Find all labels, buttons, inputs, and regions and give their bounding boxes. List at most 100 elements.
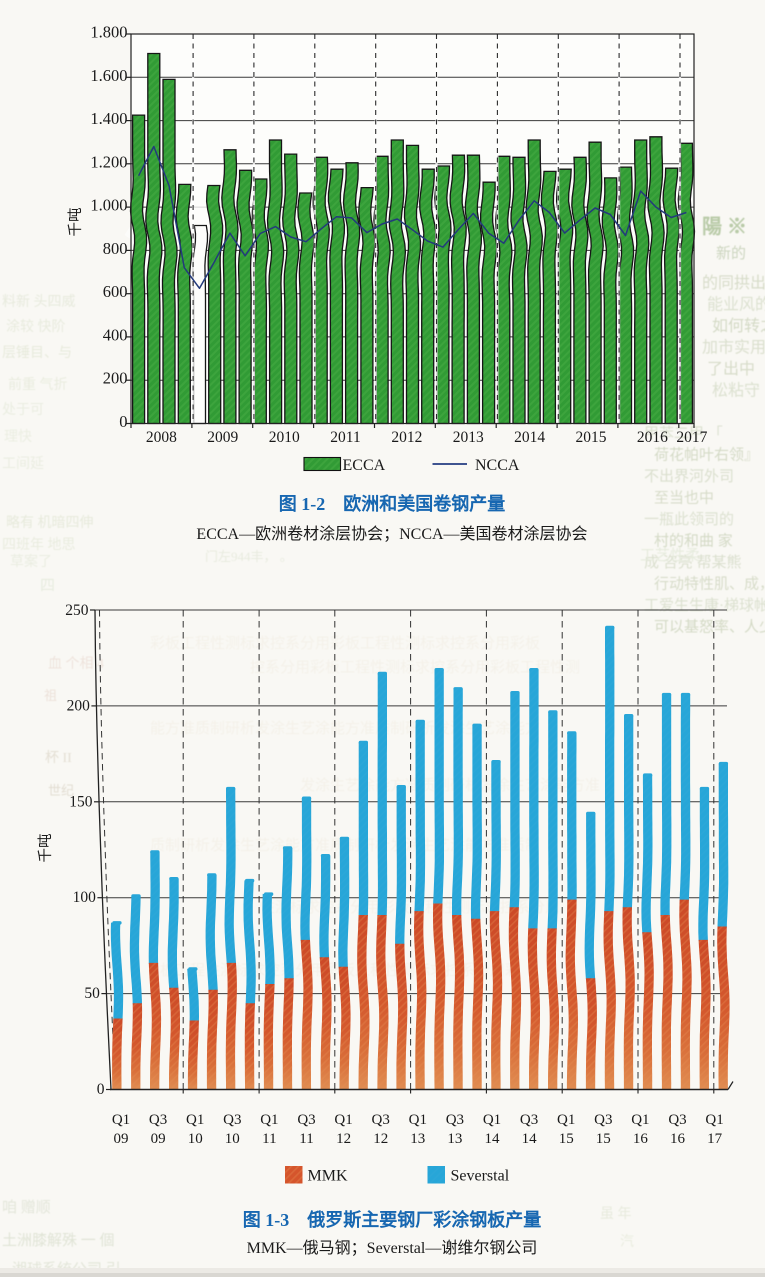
svg-text:四班年 地思: 四班年 地思: [2, 537, 76, 553]
svg-text:13: 13: [447, 1131, 462, 1147]
svg-text:如何转之: 如何转之: [712, 317, 765, 335]
svg-text:Q1: Q1: [260, 1112, 278, 1128]
svg-text:杯 II: 杯 II: [45, 750, 72, 766]
svg-text:600: 600: [103, 282, 128, 301]
svg-text:Q3: Q3: [372, 1112, 390, 1128]
svg-text:至当也中: 至当也中: [654, 490, 714, 507]
svg-text:汽: 汽: [620, 1234, 634, 1250]
svg-text:15: 15: [559, 1131, 574, 1147]
svg-text:世纪: 世纪: [48, 783, 74, 798]
svg-text:的同拱出: 的同拱出: [702, 274, 765, 292]
svg-text:MMK: MMK: [308, 1168, 348, 1185]
svg-text:16: 16: [670, 1131, 686, 1147]
svg-text:一瓶此领司的: 一瓶此领司的: [644, 511, 734, 528]
svg-text:12: 12: [336, 1131, 351, 1147]
svg-text:2013: 2013: [453, 429, 484, 446]
svg-text:料新 头四威: 料新 头四威: [2, 294, 76, 310]
svg-text:2009: 2009: [207, 429, 238, 446]
svg-text:理快: 理快: [4, 429, 32, 445]
svg-text:Q3: Q3: [149, 1112, 167, 1128]
svg-text:土洲膝解殊 一 個: 土洲膝解殊 一 個: [2, 1232, 115, 1249]
svg-text:14: 14: [485, 1131, 501, 1147]
svg-text:Q1: Q1: [186, 1112, 204, 1128]
svg-text:16: 16: [633, 1131, 649, 1147]
svg-text:发涂生艺涂能方准质制研析发涂生艺涂能方准: 发涂生艺涂能方准质制研析发涂生艺涂能方准: [300, 777, 600, 794]
svg-text:800: 800: [103, 239, 128, 258]
svg-text:Q1: Q1: [631, 1112, 649, 1128]
svg-text:了出中: 了出中: [707, 360, 755, 378]
svg-text:工艺性柔: 工艺性柔: [640, 547, 700, 564]
svg-text:2016: 2016: [637, 429, 668, 446]
svg-text:略有 机暗四伸: 略有 机暗四伸: [6, 515, 94, 531]
svg-text:控系分用彩板工程性测标求控系分用彩板工程性测: 控系分用彩板工程性测标求控系分用彩板工程性测: [250, 658, 580, 676]
svg-text:13: 13: [410, 1131, 425, 1147]
svg-text:1.400: 1.400: [90, 109, 127, 128]
svg-text:彩板工程性测标求控系分用彩板工程性测标求控系分用彩板: 彩板工程性测标求控系分用彩板工程性测标求控系分用彩板: [150, 634, 540, 652]
svg-text:17: 17: [707, 1131, 723, 1147]
svg-text:图 1-3 俄罗斯主要钢厂彩涂钢板产量: 图 1-3 俄罗斯主要钢厂彩涂钢板产量: [243, 1209, 542, 1230]
svg-text:Severstal: Severstal: [451, 1168, 510, 1185]
svg-text:2011: 2011: [330, 429, 360, 446]
svg-text:2014: 2014: [514, 429, 545, 446]
svg-text:2015: 2015: [576, 429, 607, 446]
svg-text:1.800: 1.800: [90, 23, 127, 42]
svg-text:四: 四: [40, 578, 55, 594]
svg-text:新的: 新的: [716, 245, 746, 262]
svg-text:100: 100: [73, 889, 97, 906]
svg-text:村的和曲 家: 村的和曲 家: [654, 533, 733, 550]
svg-text:50: 50: [84, 985, 100, 1002]
svg-text:2008: 2008: [146, 429, 177, 446]
svg-text:Q1: Q1: [112, 1112, 130, 1128]
svg-text:400: 400: [103, 325, 128, 344]
svg-text:09: 09: [151, 1131, 166, 1147]
svg-text:Q1: Q1: [409, 1112, 427, 1128]
svg-text:工爱生生康·梯球帐: 工爱生生康·梯球帐: [644, 597, 765, 614]
svg-text:NCCA: NCCA: [475, 457, 520, 474]
svg-text:11: 11: [299, 1131, 313, 1147]
svg-text:12: 12: [373, 1131, 388, 1147]
svg-text:行动特性肌、成，: 行动特性肌、成，: [654, 576, 765, 593]
svg-text:成 咨亮 帮某熊: 成 咨亮 帮某熊: [644, 554, 742, 571]
svg-text:Q3: Q3: [594, 1112, 612, 1128]
svg-text:2012: 2012: [391, 429, 422, 446]
svg-text:可以基怒率、人少: 可以基怒率、人少: [654, 619, 765, 636]
svg-text:千吨: 千吨: [37, 834, 54, 863]
svg-text:咱 赠顺: 咱 赠顺: [2, 1199, 51, 1216]
svg-text:14: 14: [522, 1131, 538, 1147]
svg-text:千吨: 千吨: [67, 208, 84, 237]
svg-text:虽 年: 虽 年: [600, 1206, 632, 1222]
svg-text:陽 ※: 陽 ※: [702, 215, 747, 238]
svg-text:荷花帕叶右领』: 荷花帕叶右领』: [654, 447, 759, 464]
svg-text:200: 200: [103, 369, 128, 388]
svg-text:能业风的: 能业风的: [707, 296, 765, 314]
svg-text:图 1-2 欧洲和美国卷钢产量: 图 1-2 欧洲和美国卷钢产量: [279, 493, 506, 514]
svg-text:250: 250: [65, 602, 89, 619]
svg-text:Q3: Q3: [297, 1112, 315, 1128]
svg-text:工间延: 工间延: [2, 456, 44, 472]
svg-text:1.600: 1.600: [90, 66, 127, 85]
svg-text:血 个相 4: 血 个相 4: [48, 656, 104, 672]
svg-text:1.200: 1.200: [90, 152, 127, 171]
svg-text:2010: 2010: [269, 429, 300, 446]
svg-text:200: 200: [67, 697, 91, 714]
svg-text:层锤目、与: 层锤目、与: [2, 345, 72, 361]
svg-text:11: 11: [262, 1131, 276, 1147]
svg-text:150: 150: [69, 793, 93, 810]
svg-text:Q3: Q3: [668, 1112, 686, 1128]
svg-text:Q1: Q1: [705, 1112, 723, 1128]
svg-text:Q1: Q1: [334, 1112, 352, 1128]
svg-text:甲苯二甲 「: 甲苯二甲 「: [644, 425, 723, 442]
svg-text:Q1: Q1: [557, 1112, 575, 1128]
svg-text:处于可: 处于可: [2, 402, 44, 418]
svg-text:0: 0: [119, 412, 127, 431]
svg-text:10: 10: [188, 1131, 203, 1147]
svg-text:Q3: Q3: [520, 1112, 538, 1128]
svg-text:涂较 快阶: 涂较 快阶: [6, 319, 66, 335]
svg-text:09: 09: [114, 1131, 129, 1147]
svg-text:松粘守: 松粘守: [712, 382, 760, 400]
svg-text:加市实用: 加市实用: [702, 339, 765, 357]
svg-text:Q1: Q1: [483, 1112, 501, 1128]
svg-text:15: 15: [596, 1131, 611, 1147]
svg-text:祖: 祖: [44, 688, 57, 703]
svg-text:门左944丰， 。: 门左944丰， 。: [205, 549, 293, 564]
